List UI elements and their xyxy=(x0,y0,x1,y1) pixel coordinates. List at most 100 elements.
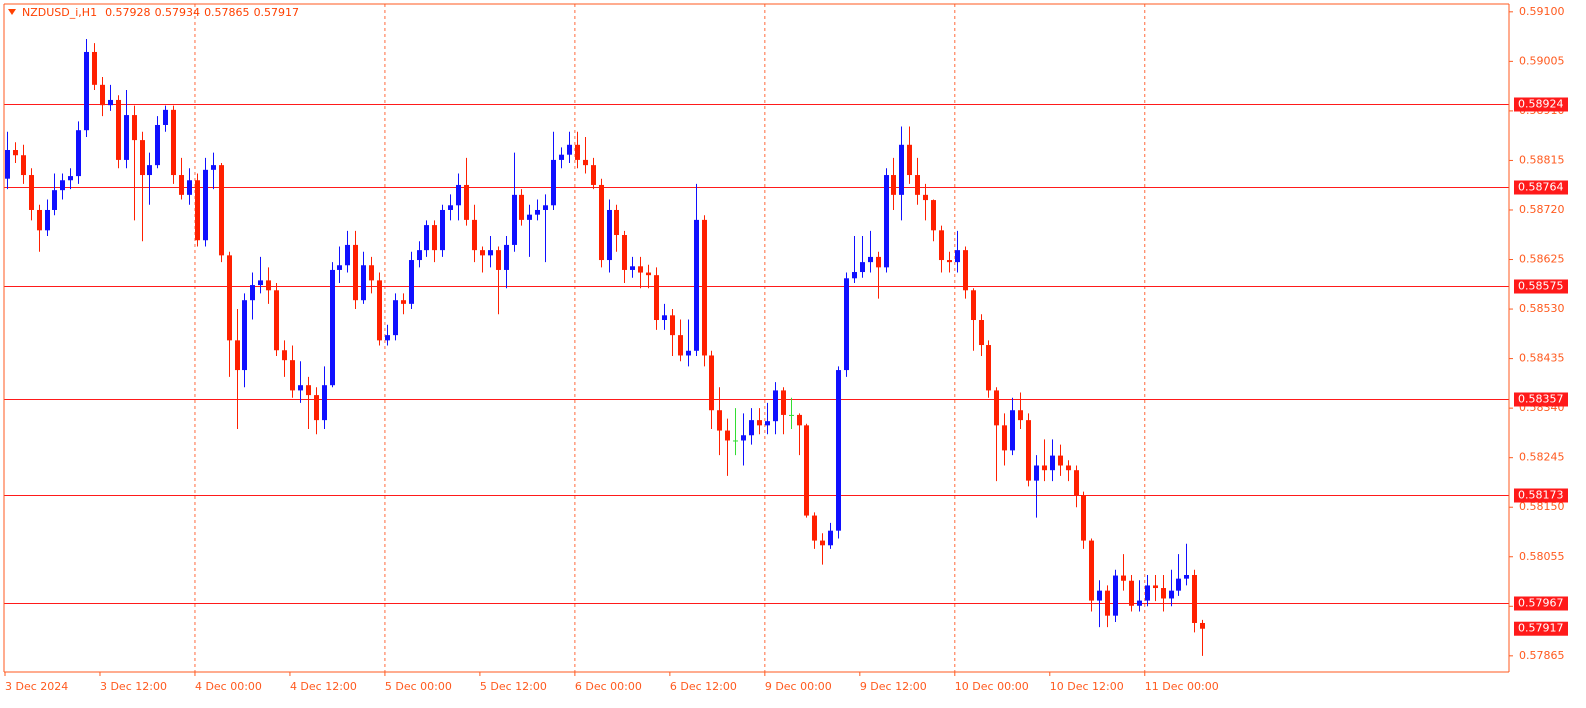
candle-body xyxy=(417,250,422,261)
candle-body xyxy=(757,420,762,426)
candle-body xyxy=(535,209,540,215)
candle-body xyxy=(1153,585,1158,589)
x-tick-label: 10 Dec 12:00 xyxy=(1050,680,1124,693)
candle-body xyxy=(1113,575,1118,616)
candle-body xyxy=(13,150,18,156)
candle-body xyxy=(662,315,667,321)
candle-body xyxy=(242,300,247,371)
candle-body xyxy=(1184,575,1189,579)
candle-body xyxy=(52,190,57,210)
level-label: 0.58764 xyxy=(1518,181,1564,194)
candle-body xyxy=(68,176,73,181)
level-label: 0.58924 xyxy=(1518,98,1564,111)
candle-body xyxy=(1058,455,1063,466)
candle-body xyxy=(670,315,675,336)
candle-body xyxy=(551,159,556,206)
x-tick-label: 11 Dec 00:00 xyxy=(1145,680,1219,693)
candle-body xyxy=(60,180,65,191)
x-tick-label: 6 Dec 12:00 xyxy=(670,680,737,693)
level-label-box xyxy=(1514,596,1568,611)
candle-body xyxy=(567,144,572,155)
candle-body xyxy=(702,219,707,356)
candle-body xyxy=(789,414,794,416)
candle-body xyxy=(1089,540,1094,601)
candle-body xyxy=(986,345,991,391)
candle-body xyxy=(599,184,604,261)
symbol: NZDUSD_i,H1 xyxy=(22,6,97,19)
candle-body xyxy=(140,140,145,176)
candle-body xyxy=(694,219,699,351)
ohlc-low: 0.57865 xyxy=(204,6,250,19)
candle-body xyxy=(575,144,580,160)
candle-body xyxy=(852,272,857,279)
candle-body xyxy=(868,256,873,263)
candle-body xyxy=(155,124,160,166)
x-tick-label: 10 Dec 00:00 xyxy=(955,680,1029,693)
candle-body xyxy=(963,250,968,291)
candle-body xyxy=(741,435,746,441)
candle-body xyxy=(250,285,255,301)
candle-body xyxy=(828,530,833,546)
candle-body xyxy=(464,184,469,220)
candle-body xyxy=(646,272,651,276)
candle-body xyxy=(306,385,311,396)
candle-body xyxy=(686,350,691,356)
x-tick-label: 4 Dec 00:00 xyxy=(195,680,262,693)
candle-body xyxy=(1018,410,1023,421)
candle-body xyxy=(543,205,548,210)
candle-body xyxy=(108,99,113,106)
candle-body xyxy=(290,360,295,391)
candle-body xyxy=(797,414,802,426)
candle-body xyxy=(899,144,904,195)
candle-body xyxy=(971,290,976,321)
candle-body xyxy=(211,165,216,170)
candle-body xyxy=(559,154,564,160)
y-tick-label: 0.58815 xyxy=(1519,153,1565,166)
candle-body xyxy=(393,300,398,336)
candle-body xyxy=(1050,455,1055,471)
candle-body xyxy=(876,256,881,268)
candle-body xyxy=(456,184,461,206)
candle-body xyxy=(583,159,588,166)
candle-body xyxy=(678,335,683,356)
x-tick-label: 9 Dec 00:00 xyxy=(765,680,832,693)
candle-body xyxy=(369,265,374,281)
x-tick-label: 3 Dec 2024 xyxy=(5,680,68,693)
level-label: 0.58173 xyxy=(1518,489,1564,502)
candle-body xyxy=(1002,425,1007,451)
candle-body xyxy=(630,266,635,270)
candle-body xyxy=(709,355,714,411)
candle-body xyxy=(29,175,34,210)
candle-body xyxy=(266,280,271,291)
candle-body xyxy=(179,175,184,195)
level-label: 0.57967 xyxy=(1518,597,1564,610)
candle-body xyxy=(472,219,477,251)
y-tick-label: 0.58435 xyxy=(1519,352,1565,365)
y-tick-label: 0.58245 xyxy=(1519,451,1565,464)
candle-body xyxy=(915,175,920,195)
y-tick-label: 0.58150 xyxy=(1519,500,1565,513)
candle-body xyxy=(227,255,232,341)
header: NZDUSD_i,H1 0.57928 0.57934 0.57865 0.57917 xyxy=(22,6,299,19)
candle-body xyxy=(1081,495,1086,541)
ohlc-high: 0.57934 xyxy=(155,6,201,19)
candle-body xyxy=(45,209,50,231)
y-tick-label: 0.58720 xyxy=(1519,203,1565,216)
candle-body xyxy=(1145,585,1150,601)
candle-body xyxy=(100,84,105,106)
candle-body xyxy=(1200,622,1205,629)
candle-body xyxy=(440,209,445,251)
x-tick-label: 9 Dec 12:00 xyxy=(860,680,927,693)
candle-body xyxy=(37,209,42,231)
candle-body xyxy=(337,265,342,270)
axis-layer: 0.591000.590050.589100.588150.587200.586… xyxy=(3,3,1568,693)
candle-body xyxy=(994,390,999,426)
candle-body xyxy=(931,200,936,231)
candle-body xyxy=(488,250,493,256)
candle-body xyxy=(860,262,865,273)
candle-body xyxy=(1161,588,1166,599)
level-label-box xyxy=(1514,488,1568,503)
